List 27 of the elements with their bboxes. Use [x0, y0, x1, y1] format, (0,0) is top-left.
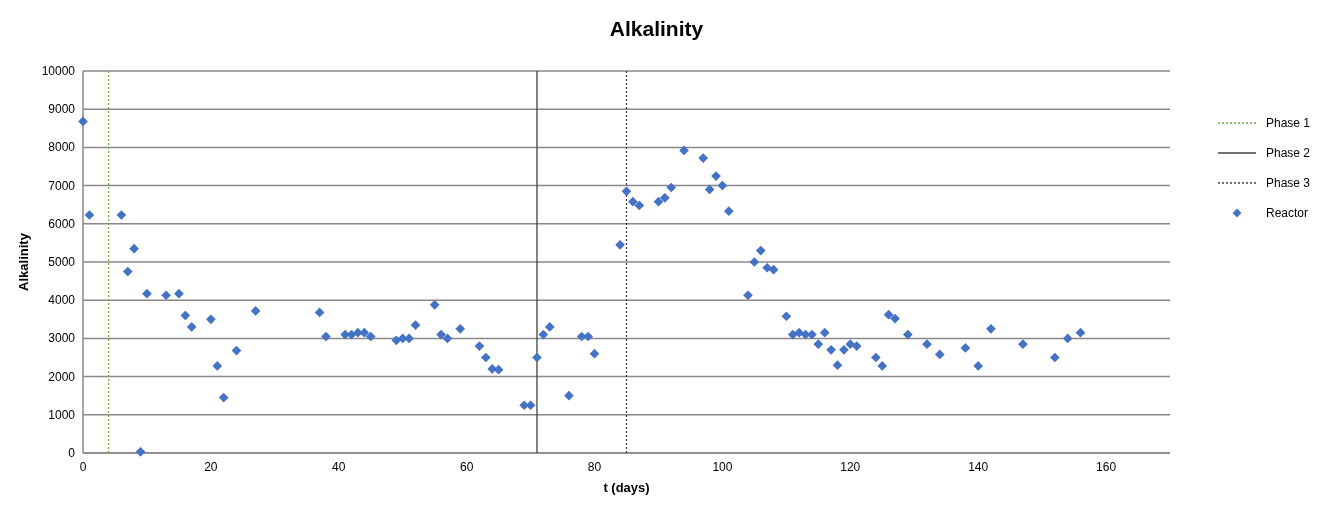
- x-tick-label: 140: [968, 460, 989, 474]
- y-tick-label: 0: [68, 446, 76, 460]
- y-tick-label: 1000: [48, 407, 76, 422]
- y-tick-label: 7000: [48, 178, 76, 193]
- x-tick-label: 100: [712, 460, 733, 474]
- y-tick-label: 6000: [48, 216, 76, 231]
- chart-title: Alkalinity: [609, 17, 704, 40]
- y-axis-title: Alkalinity: [16, 232, 31, 291]
- x-tick-label: 0: [79, 460, 87, 474]
- x-axis-title: t (days): [603, 480, 650, 495]
- x-tick-label: 60: [459, 460, 474, 474]
- y-tick-label: 3000: [48, 331, 76, 346]
- legend-label: Phase 2: [1266, 146, 1311, 160]
- y-tick-label: 5000: [48, 255, 76, 269]
- x-tick-label: 160: [1096, 460, 1117, 474]
- y-tick-label: 10000: [41, 64, 76, 78]
- x-tick-label: 120: [840, 460, 861, 474]
- legend-label: Phase 3: [1266, 176, 1311, 190]
- x-tick-label: 40: [332, 460, 346, 474]
- legend-label: Phase 1: [1266, 116, 1311, 130]
- y-tick-label: 4000: [48, 293, 76, 308]
- legend-label: Reactor: [1266, 206, 1309, 220]
- x-tick-label: 20: [204, 460, 218, 474]
- x-tick-label: 80: [587, 460, 602, 474]
- y-tick-label: 2000: [48, 369, 76, 384]
- y-tick-label: 8000: [48, 140, 76, 155]
- y-tick-label: 9000: [48, 102, 76, 117]
